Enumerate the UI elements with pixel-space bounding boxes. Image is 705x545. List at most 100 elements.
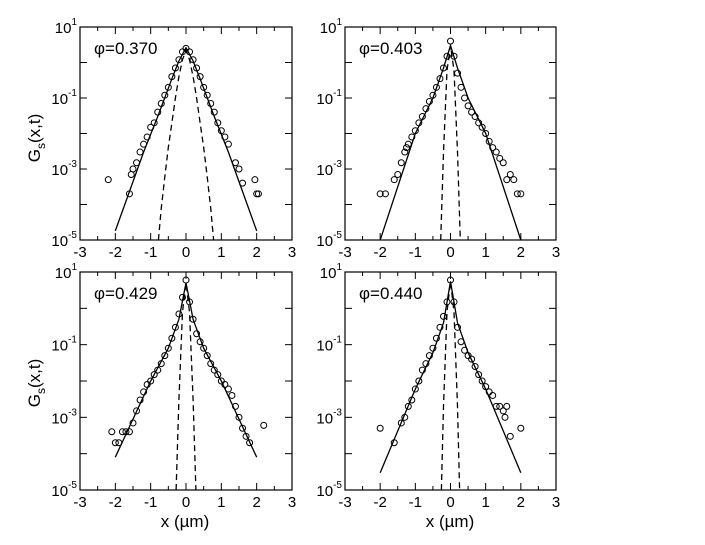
ylabel-main-bottom: G	[25, 394, 44, 407]
data-point	[464, 102, 472, 110]
data-point	[415, 377, 423, 385]
data-point	[510, 176, 518, 184]
data-point	[235, 165, 243, 173]
gaussian-fit-line	[157, 48, 215, 240]
y-tick-exponent: 1	[336, 17, 342, 28]
data-point	[228, 391, 236, 399]
panel-label: φ=0.440	[359, 284, 423, 303]
data-point	[397, 419, 405, 427]
x-tick-label: -3	[73, 244, 86, 261]
plot-frame	[344, 271, 557, 491]
x-tick-label: -2	[109, 244, 122, 261]
data-point	[111, 439, 119, 447]
x-tick-label: -1	[409, 244, 422, 261]
ylabel-args-bottom: (x,t)	[25, 359, 44, 388]
data-point	[254, 190, 262, 198]
x-tick-label: 2	[252, 244, 260, 261]
data-point	[133, 407, 141, 415]
y-tick-base: 10	[320, 265, 337, 282]
plot-frame	[344, 26, 557, 241]
data-point	[129, 165, 137, 173]
data-point	[461, 94, 469, 102]
y-tick-base: 10	[316, 410, 333, 427]
data-point	[200, 344, 208, 352]
data-point	[203, 352, 211, 360]
panel-label: φ=0.403	[359, 39, 423, 58]
data-point	[168, 334, 176, 342]
data-point	[390, 176, 398, 184]
y-tick-base: 10	[51, 162, 68, 179]
data-point	[404, 402, 412, 410]
x-tick-label: 0	[182, 494, 190, 511]
data-point	[503, 176, 511, 184]
data-point	[468, 355, 476, 363]
x-tick-label: 1	[481, 244, 489, 261]
y-tick-exponent: -3	[68, 159, 77, 170]
y-tick-label: 101	[320, 262, 343, 282]
x-tick-label: 1	[217, 494, 225, 511]
y-axis-title-top: Gs(x,t)	[25, 114, 48, 163]
y-tick-exponent: -1	[68, 335, 77, 346]
y-tick-label: 10-3	[316, 159, 342, 179]
y-tick-label: 10-1	[51, 88, 77, 108]
x-tick-label: 0	[182, 244, 190, 261]
x-tick-label: -1	[144, 244, 157, 261]
y-tick-base: 10	[51, 91, 68, 108]
y-axis-title-bottom: Gs(x,t)	[25, 359, 48, 408]
y-tick-base: 10	[316, 233, 333, 250]
y-tick-exponent: -3	[333, 407, 342, 418]
data-point	[164, 344, 172, 352]
data-point	[411, 385, 419, 393]
x-tick-label: 1	[217, 244, 225, 261]
data-point	[499, 159, 507, 167]
data-point	[447, 37, 454, 45]
x-axis-title-left: x (µm)	[161, 512, 210, 531]
x-tick-label: 0	[446, 244, 454, 261]
x-tick-label: 2	[252, 494, 260, 511]
y-tick-base: 10	[55, 265, 72, 282]
data-point	[150, 371, 158, 379]
data-point	[475, 371, 483, 379]
data-point	[506, 432, 514, 440]
y-tick-exponent: -5	[333, 480, 342, 491]
data-point	[118, 428, 126, 436]
data-point	[161, 352, 169, 360]
data-point	[478, 123, 486, 131]
fit-line	[379, 281, 522, 473]
data-point	[436, 323, 444, 331]
data-point	[499, 407, 507, 415]
x-tick-label: -3	[73, 494, 86, 511]
x-tick-label: 3	[288, 244, 296, 261]
data-point	[251, 176, 259, 184]
ylabel-main-top: G	[25, 149, 44, 162]
y-tick-label: 10-5	[51, 480, 77, 500]
data-point	[246, 439, 254, 447]
x-tick-label: -2	[373, 244, 386, 261]
y-tick-base: 10	[316, 483, 333, 500]
data-point	[376, 190, 384, 198]
y-tick-label: 10-3	[316, 407, 342, 427]
gaussian-fit-line	[175, 282, 197, 490]
y-tick-exponent: 1	[71, 262, 77, 273]
data-point	[450, 52, 458, 60]
y-tick-base: 10	[51, 338, 68, 355]
x-tick-label: 0	[446, 494, 454, 511]
y-tick-label: 10-1	[316, 88, 342, 108]
data-point	[217, 377, 225, 385]
y-tick-exponent: -5	[68, 480, 77, 491]
panel-label: φ=0.429	[94, 284, 158, 303]
y-tick-label: 10-5	[316, 230, 342, 250]
x-tick-label: -1	[409, 494, 422, 511]
y-tick-exponent: -3	[333, 159, 342, 170]
x-tick-label: 2	[517, 244, 525, 261]
y-tick-label: 101	[55, 262, 78, 282]
data-point	[108, 428, 116, 436]
ylabel-sub-top: s	[34, 143, 48, 149]
y-tick-base: 10	[55, 20, 72, 37]
y-tick-exponent: -1	[68, 88, 77, 99]
x-tick-label: 3	[552, 494, 560, 511]
x-axis-title-right: x (µm)	[426, 512, 475, 531]
x-tick-label: -2	[109, 494, 122, 511]
